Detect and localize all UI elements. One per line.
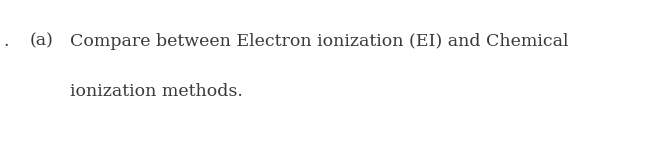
Text: ionization methods.: ionization methods. [70,83,243,100]
Text: .: . [3,33,9,50]
Text: Compare between Electron ionization (EI) and Chemical: Compare between Electron ionization (EI)… [70,33,568,50]
Text: (a): (a) [30,33,54,50]
